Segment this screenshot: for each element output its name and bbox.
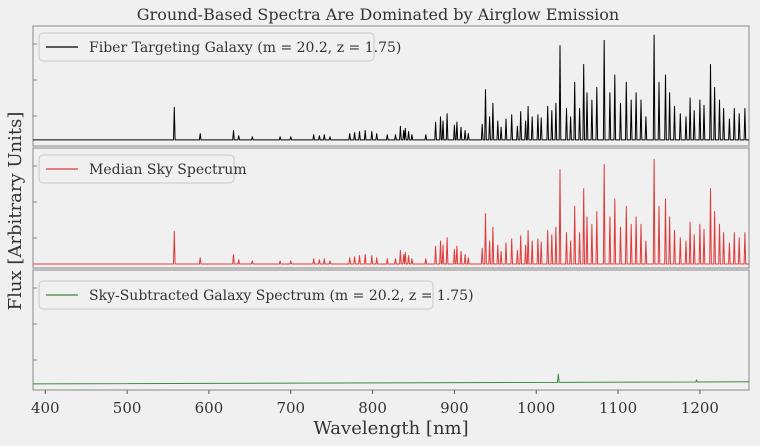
x-tick-label: 500 xyxy=(113,399,142,417)
x-tick-label: 400 xyxy=(31,399,60,417)
legend-sky-label: Median Sky Spectrum xyxy=(89,162,247,178)
legend-residual-label: Sky-Subtracted Galaxy Spectrum (m = 20.2… xyxy=(89,288,474,304)
chart-title: Ground-Based Spectra Are Dominated by Ai… xyxy=(137,5,619,24)
legend-residual: Sky-Subtracted Galaxy Spectrum (m = 20.2… xyxy=(38,280,474,310)
x-axis: 400 500 600 700 800 900 1000 1100 1200 xyxy=(31,390,719,417)
x-tick-label: 1100 xyxy=(599,399,637,417)
galaxy-spectrum-series xyxy=(33,34,749,141)
galaxy-spectrum-line xyxy=(33,34,749,141)
x-tick-label: 1000 xyxy=(517,399,555,417)
legend-galaxy-label: Fiber Targeting Galaxy (m = 20.2, z = 1.… xyxy=(89,40,401,56)
x-tick-label: 1200 xyxy=(681,399,719,417)
residual-spectrum-series xyxy=(32,373,750,385)
sky-spectrum-series xyxy=(33,158,749,265)
x-tick-label: 800 xyxy=(358,399,387,417)
x-tick-label: 600 xyxy=(195,399,224,417)
y-ticks xyxy=(33,43,37,361)
sky-spectrum-line xyxy=(33,158,749,265)
legend-galaxy: Fiber Targeting Galaxy (m = 20.2, z = 1.… xyxy=(38,32,401,62)
x-axis-label: Wavelength [nm] xyxy=(313,418,468,439)
legend-sky: Median Sky Spectrum xyxy=(38,154,247,184)
y-axis-label: Flux [Arbitrary Units] xyxy=(5,112,26,311)
x-tick-label: 700 xyxy=(276,399,305,417)
residual-spectrum-line xyxy=(32,373,750,385)
x-tick-label: 900 xyxy=(440,399,469,417)
